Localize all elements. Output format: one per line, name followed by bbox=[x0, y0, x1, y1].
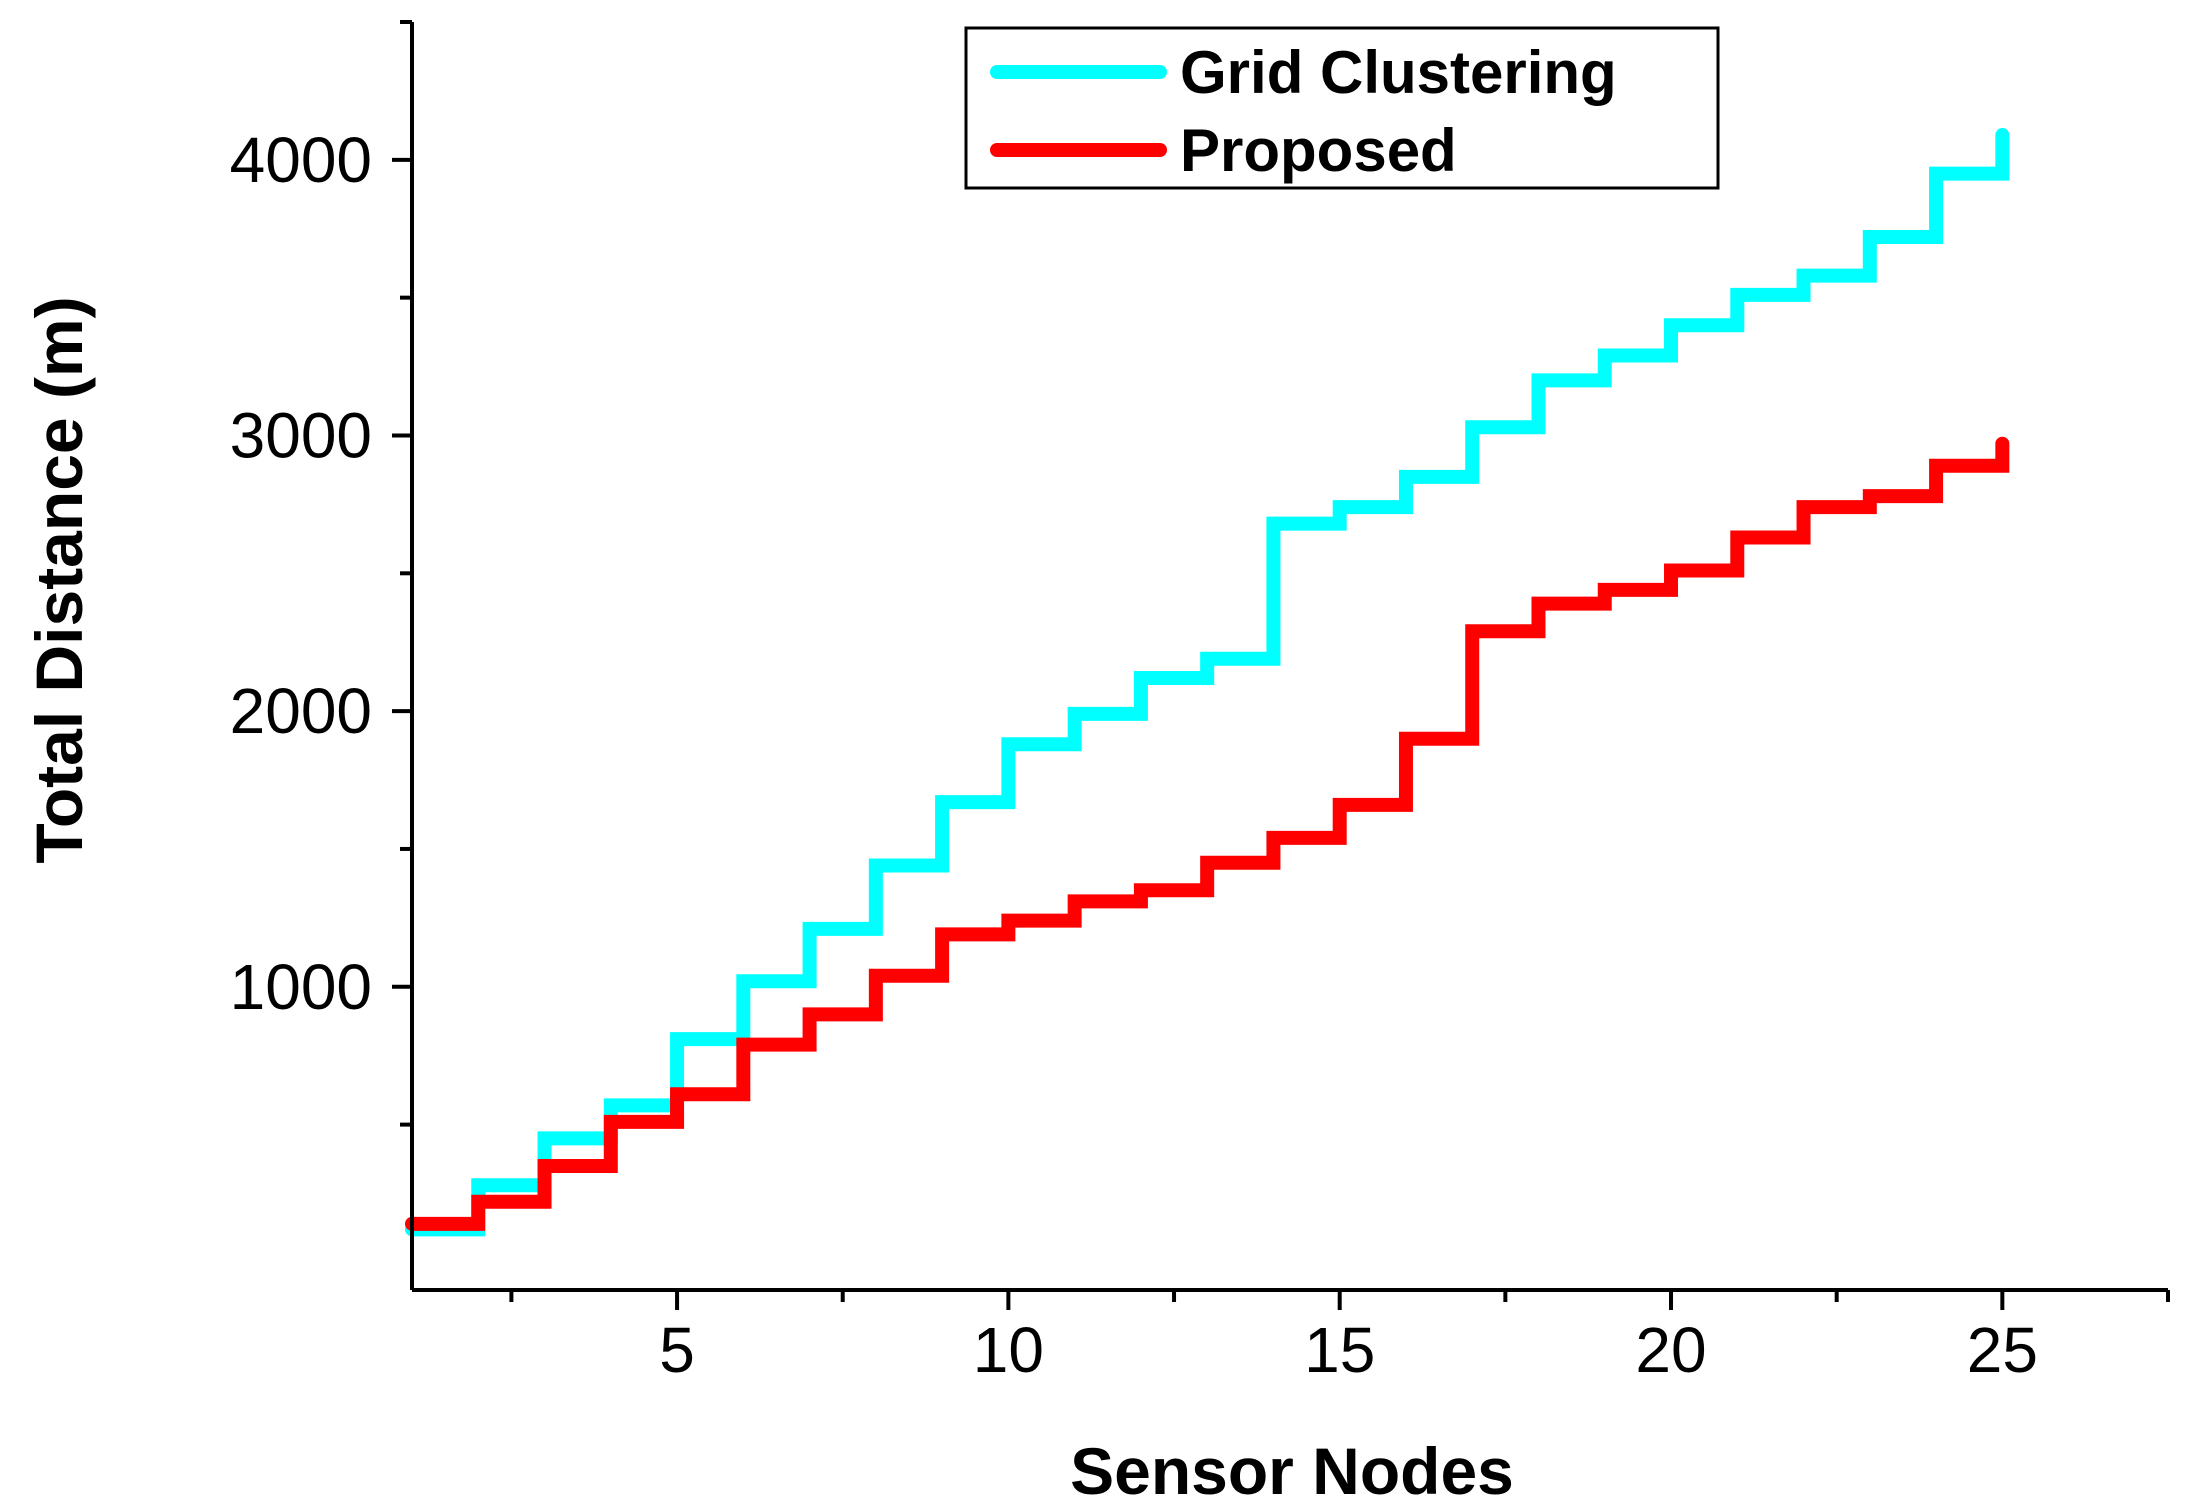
x-tick-label: 15 bbox=[1304, 1314, 1375, 1386]
x-tick-label: 20 bbox=[1635, 1314, 1706, 1386]
series-line-grid-clustering bbox=[405, 128, 2010, 1237]
legend-label-proposed: Proposed bbox=[1180, 117, 1457, 184]
axes-layer: 5 10 15 20 25 1000 2000 3000 4000 bbox=[230, 20, 2170, 1386]
legend: Grid Clustering Proposed bbox=[964, 26, 1720, 190]
x-tick-label: 10 bbox=[973, 1314, 1044, 1386]
series-layer bbox=[405, 128, 2010, 1237]
y-tick-label: 3000 bbox=[230, 399, 372, 471]
y-tick-label: 2000 bbox=[230, 675, 372, 747]
y-ticks: 1000 2000 3000 4000 bbox=[230, 20, 412, 1127]
legend-box bbox=[964, 26, 1720, 190]
y-axis-title: Total Distance (m) bbox=[22, 296, 96, 863]
x-tick-label: 25 bbox=[1967, 1314, 2038, 1386]
x-tick-label: 5 bbox=[659, 1314, 695, 1386]
y-tick-label: 1000 bbox=[230, 951, 372, 1023]
x-axis-title: Sensor Nodes bbox=[1070, 1434, 1514, 1508]
series-line-proposed bbox=[405, 436, 2010, 1231]
x-ticks: 5 10 15 20 25 bbox=[509, 1290, 2170, 1386]
y-tick-label: 4000 bbox=[230, 124, 372, 196]
legend-label-grid-clustering: Grid Clustering bbox=[1180, 39, 1617, 106]
